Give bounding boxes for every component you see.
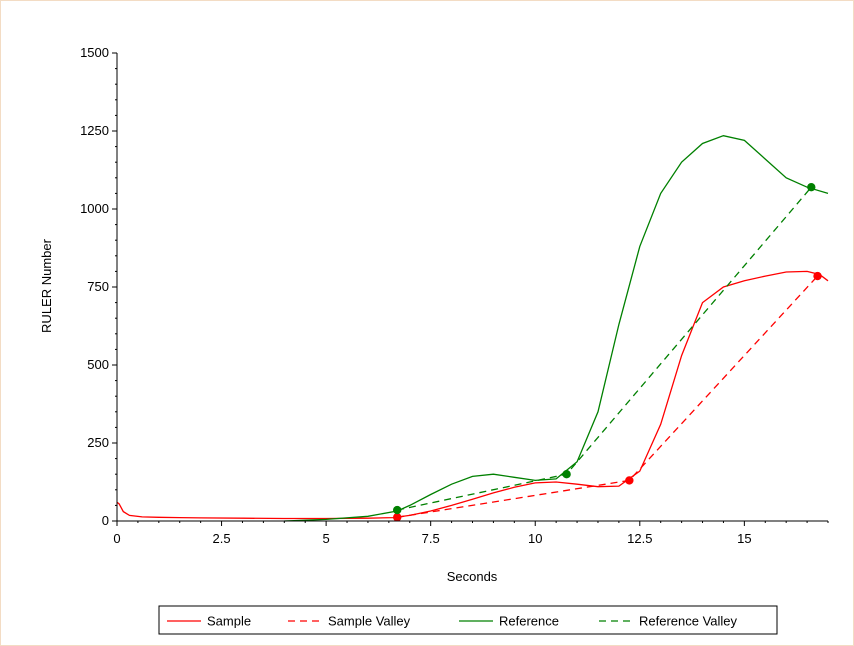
marker-layer xyxy=(393,182,822,522)
x-tick-label: 2.5 xyxy=(213,531,231,546)
y-tick-label: 1000 xyxy=(80,201,109,216)
y-tick-label: 500 xyxy=(87,357,109,372)
valley-marker-3 xyxy=(393,505,402,515)
series-line-1 xyxy=(397,275,818,518)
series-layer xyxy=(116,135,829,522)
y-axis-title: RULER Number xyxy=(39,238,54,333)
plot-area xyxy=(117,53,828,521)
x-tick-label: 12.5 xyxy=(627,531,652,546)
x-tick-label: 15 xyxy=(737,531,751,546)
y-tick-label: 1250 xyxy=(80,123,109,138)
x-tick-label: 0 xyxy=(113,531,120,546)
x-tick-label: 7.5 xyxy=(422,531,440,546)
x-tick-label: 5 xyxy=(323,531,330,546)
valley-marker-4 xyxy=(562,470,571,479)
series-line-2 xyxy=(284,135,829,522)
valley-marker-5 xyxy=(807,182,816,192)
legend-label-1: Sample Valley xyxy=(328,614,411,629)
valley-marker-2 xyxy=(813,271,822,281)
y-tick-label: 750 xyxy=(87,279,109,294)
valley-marker-0 xyxy=(393,513,402,522)
y-tick-label: 0 xyxy=(102,513,109,528)
legend-box xyxy=(158,605,778,635)
legend-label-2: Reference xyxy=(499,614,559,629)
legend-label-0: Sample xyxy=(207,614,251,629)
series-line-0 xyxy=(116,270,829,520)
plot-background xyxy=(117,53,828,521)
x-tick-label: 10 xyxy=(528,531,542,546)
y-tick-label: 1500 xyxy=(80,45,109,60)
y-tick-label: 250 xyxy=(87,435,109,450)
valley-marker-1 xyxy=(625,476,634,485)
legend-label-3: Reference Valley xyxy=(639,614,738,629)
axes-layer: 0 250 500 750 1000 1250 1500 0 2.5 5 7.5 10 12.5 15 xyxy=(80,45,829,546)
legend: Sample Sample Valley Reference Reference Va… xyxy=(158,605,778,635)
x-axis-title: Seconds xyxy=(447,569,498,584)
